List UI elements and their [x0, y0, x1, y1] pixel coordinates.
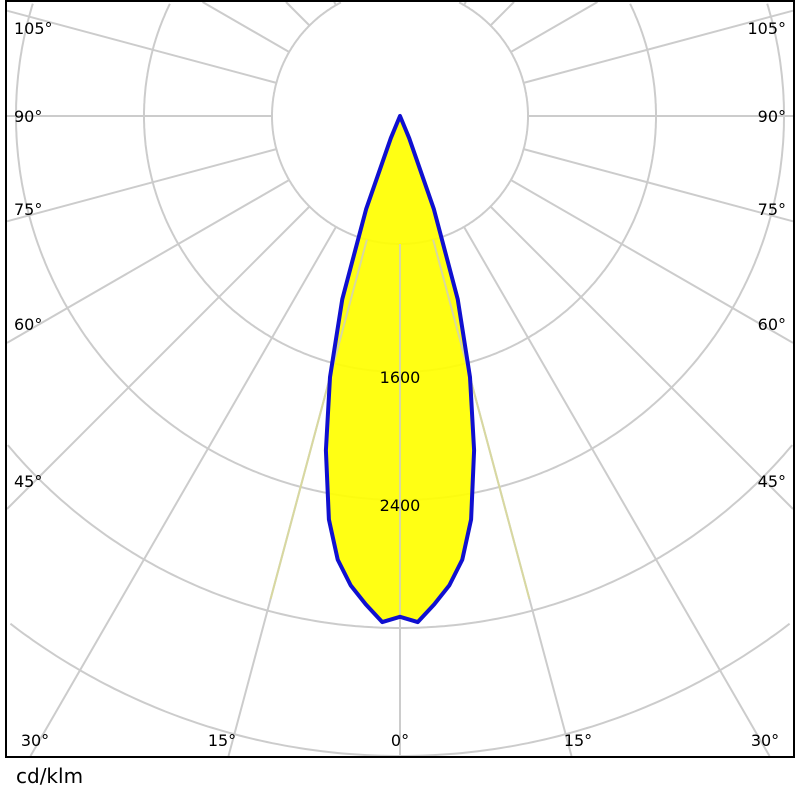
ring-gridline: [7, 444, 793, 629]
angle-label: 0°: [391, 731, 409, 750]
intensity-curve: [269, 114, 531, 625]
angle-label-left: 75°: [14, 200, 42, 219]
radial-gridline: [463, 226, 771, 757]
radial-gridline: [510, 179, 794, 344]
ring-gridline: [143, 3, 657, 373]
radial-gridline-overlay: [269, 239, 368, 600]
radial-gridline-overlay: [432, 239, 531, 600]
ring-label: 1600: [380, 368, 421, 387]
radial-gridline: [285, 1, 311, 27]
angle-label: 15°: [208, 731, 236, 750]
radial-gridline: [6, 179, 290, 344]
curve-outline: [323, 114, 477, 625]
angle-label-right: 75°: [758, 200, 786, 219]
angle-label-right: 90°: [758, 107, 786, 126]
angle-label: 15°: [564, 731, 592, 750]
angle-label: 30°: [21, 731, 49, 750]
radial-gridline: [523, 148, 794, 223]
radial-gridline: [6, 148, 277, 223]
radial-gridline: [489, 1, 515, 27]
angle-label: 30°: [751, 731, 779, 750]
radial-gridline: [202, 1, 290, 53]
unit-label: cd/klm: [16, 764, 84, 788]
angle-label-right: 45°: [758, 472, 786, 491]
ring-gridline: [271, 1, 529, 245]
angle-label-left: 105°: [14, 19, 53, 38]
ring-gridline: [9, 622, 791, 757]
angle-label-right: 105°: [747, 19, 786, 38]
radial-gridline: [523, 9, 794, 84]
angle-label-left: 90°: [14, 107, 42, 126]
radial-gridline: [29, 226, 337, 757]
angle-label-right: 60°: [758, 315, 786, 334]
angle-label-left: 60°: [14, 315, 42, 334]
ring-label: 2400: [380, 496, 421, 515]
ring-gridline: [15, 3, 785, 501]
labels: 30° 15° 0° 15° 30° 45° 45° 60° 60° 75° 75° 90° 90° 10…: [14, 19, 786, 750]
radial-gridline: [6, 205, 311, 510]
frame: [5, 0, 795, 758]
radial-gridline: [489, 205, 794, 510]
radial-gridline: [6, 9, 277, 84]
radial-gridline: [510, 1, 598, 53]
angle-label-left: 45°: [14, 472, 42, 491]
